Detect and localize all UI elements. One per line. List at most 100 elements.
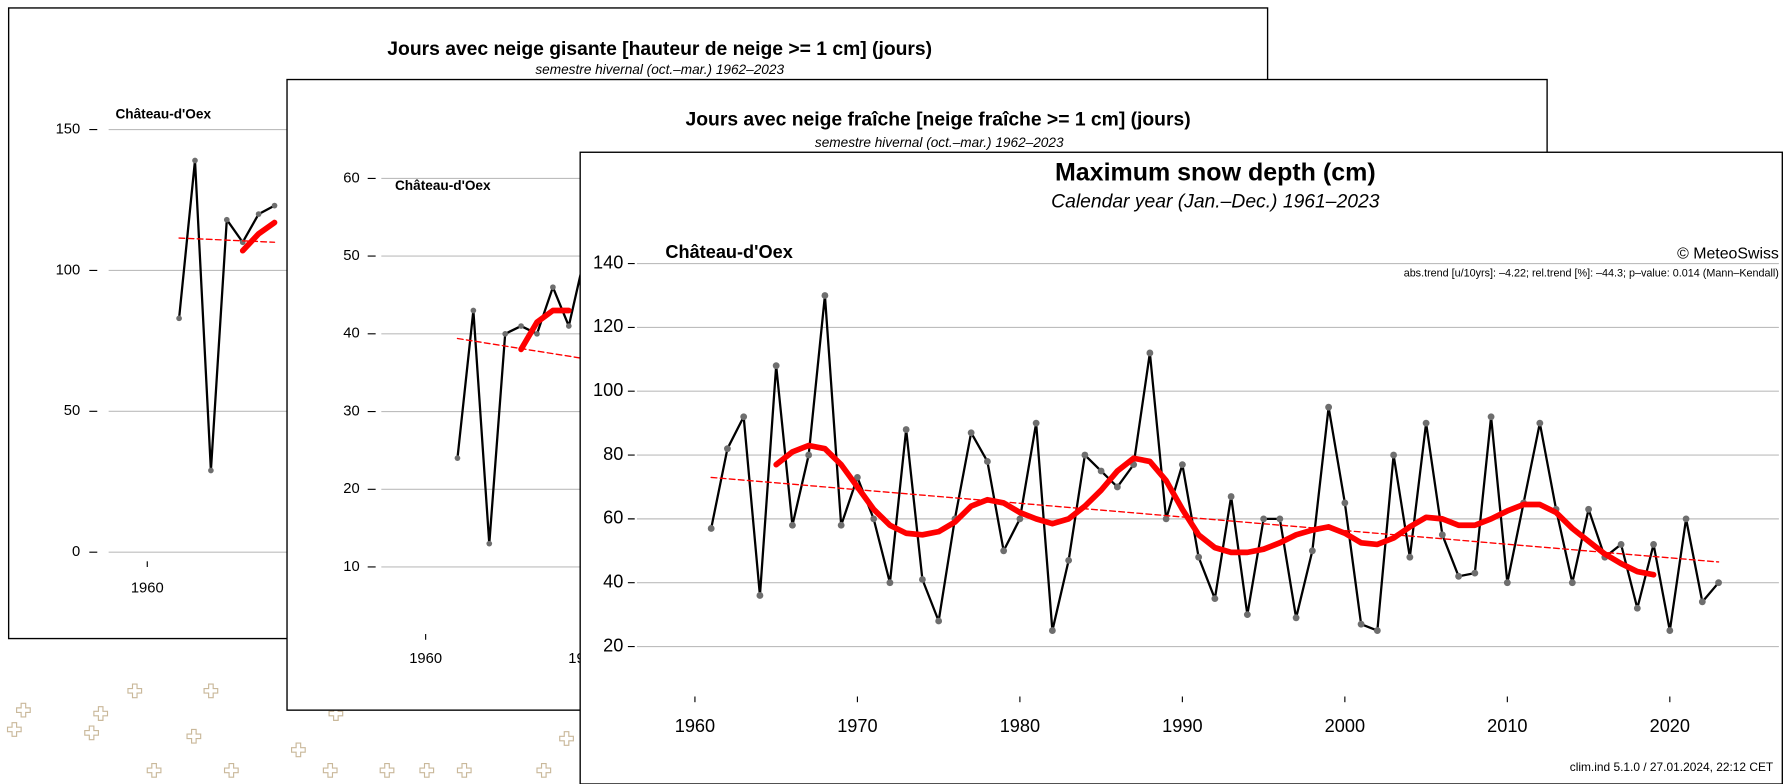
data-point	[1390, 451, 1398, 459]
data-point	[967, 429, 975, 437]
y-tick-label: 40	[343, 326, 359, 342]
background-decoration	[6, 683, 574, 778]
data-point	[837, 521, 845, 529]
data-point	[724, 445, 731, 453]
y-tick-label: 80	[603, 444, 623, 464]
data-point	[935, 617, 943, 625]
y-tick-label: 30	[343, 403, 359, 419]
data-point	[1227, 493, 1235, 500]
data-point	[1292, 614, 1300, 622]
data-point	[983, 458, 991, 465]
data-point	[740, 413, 748, 421]
data-point	[223, 216, 230, 223]
x-tick-label: 1970	[837, 716, 877, 736]
chart-subtitle: semestre hivernal (oct.–mar.) 1962–2023	[535, 62, 784, 77]
data-point	[1195, 553, 1203, 561]
data-point	[772, 362, 780, 370]
data-point	[1048, 627, 1056, 634]
data-point	[918, 576, 926, 583]
y-tick-label: 150	[56, 121, 81, 137]
data-point	[870, 515, 878, 523]
station-label: Château-d'Oex	[665, 242, 792, 262]
data-point	[176, 315, 182, 322]
data-point	[1650, 540, 1657, 548]
station-label: Château-d'Oex	[115, 106, 211, 121]
panel-content: Maximum snow depth (cm) Calendar year (Ja…	[593, 158, 1779, 774]
data-point	[1633, 604, 1641, 612]
data-point	[1097, 467, 1105, 475]
chart-panel: Maximum snow depth (cm) Calendar year (Ja…	[579, 151, 1783, 784]
data-point	[565, 323, 572, 329]
chart-title: Jours avec neige gisante [hauteur de nei…	[387, 39, 932, 60]
y-tick-label: 50	[343, 248, 359, 264]
data-point	[886, 579, 894, 587]
data-point	[502, 330, 509, 337]
station-label: Château-d'Oex	[395, 178, 491, 193]
credit: © MeteoSwiss	[1677, 246, 1779, 263]
chart-title: Jours avec neige fraîche [neige fraîche …	[686, 110, 1191, 131]
x-tick-label: 1960	[409, 651, 442, 667]
data-point	[486, 540, 493, 547]
data-point	[1487, 413, 1495, 421]
data-point	[1081, 451, 1089, 459]
chart-subtitle: semestre hivernal (oct.–mar.) 1962–2023	[815, 135, 1064, 150]
data-point	[1455, 572, 1463, 580]
data-point	[1536, 419, 1544, 427]
data-point	[854, 473, 861, 481]
data-point	[534, 330, 540, 337]
y-tick-label: 100	[593, 380, 623, 400]
data-point	[1016, 515, 1024, 523]
trend-line	[178, 237, 276, 243]
data-point	[1065, 556, 1073, 564]
data-point	[1357, 620, 1365, 628]
data-point	[1585, 505, 1592, 513]
data-point	[1325, 403, 1333, 411]
data-point	[1276, 515, 1284, 523]
x-tick-label: 1980	[1000, 716, 1040, 736]
data-point	[1341, 499, 1349, 507]
data-point	[1243, 611, 1251, 619]
data-point	[1422, 419, 1430, 427]
smoothed-line	[239, 219, 278, 254]
data-point	[208, 467, 214, 474]
x-tick-label: 1960	[675, 716, 715, 736]
y-tick-label: 0	[72, 544, 80, 560]
y-tick-label: 20	[343, 481, 359, 497]
data-point	[1698, 598, 1706, 606]
footer: clim.ind 5.1.0 / 27.01.2024, 22:12 CET	[1570, 760, 1774, 774]
data-point	[789, 521, 796, 529]
data-point	[1032, 419, 1040, 427]
data-point	[1178, 461, 1186, 469]
data-point	[1406, 553, 1414, 561]
data-point	[1471, 569, 1479, 577]
data-point	[255, 211, 262, 217]
data-point	[518, 323, 524, 329]
data-point	[821, 292, 829, 299]
y-tick-label: 60	[343, 170, 359, 186]
trend-line	[456, 337, 586, 360]
data-point	[1715, 579, 1722, 587]
data-point	[1666, 627, 1674, 634]
smoothed-line	[518, 307, 572, 353]
x-tick-label: 2010	[1487, 716, 1527, 736]
data-point	[707, 525, 715, 532]
data-point	[271, 202, 278, 209]
trend-line	[710, 476, 1720, 563]
x-tick-label: 1990	[1162, 716, 1202, 736]
y-tick-label: 40	[603, 571, 623, 591]
x-tick-label: 2000	[1325, 716, 1365, 736]
data-point	[550, 284, 556, 291]
data-point	[1260, 515, 1268, 523]
data-point	[454, 455, 461, 462]
data-point	[1373, 627, 1381, 634]
y-tick-label: 10	[343, 559, 359, 575]
y-tick-label: 50	[64, 403, 80, 419]
data-point	[1162, 515, 1170, 523]
data-point	[1146, 349, 1154, 357]
data-point	[805, 451, 813, 459]
data-point	[1000, 547, 1008, 555]
x-tick-label: 2020	[1650, 716, 1690, 736]
data-point	[1308, 547, 1316, 555]
data-point	[902, 426, 910, 433]
